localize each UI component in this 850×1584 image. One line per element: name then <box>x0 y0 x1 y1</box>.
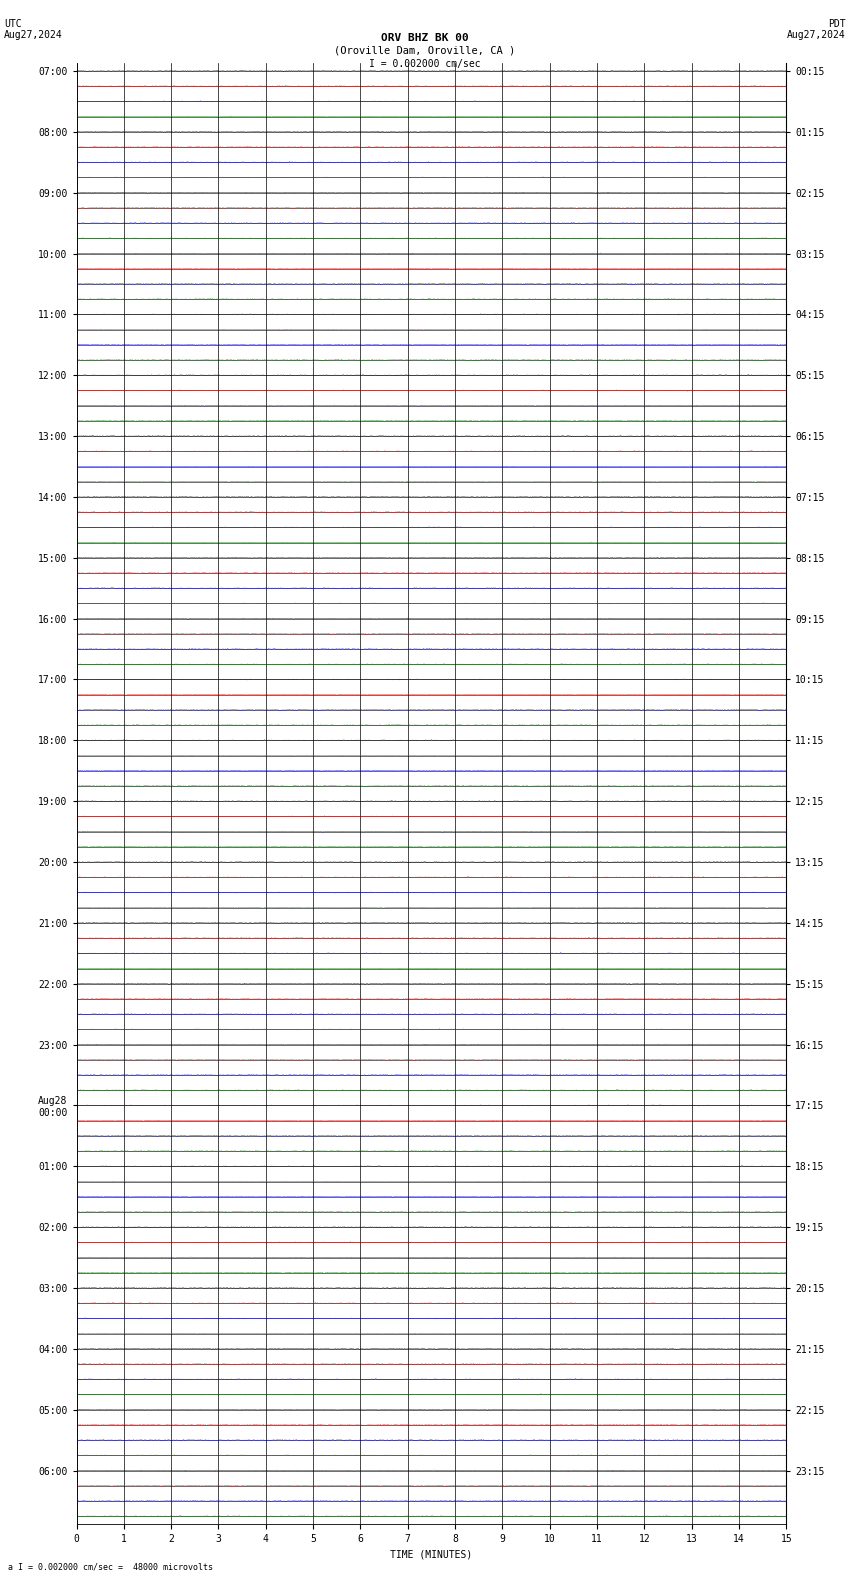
Text: Aug27,2024: Aug27,2024 <box>787 30 846 40</box>
Text: ORV BHZ BK 00: ORV BHZ BK 00 <box>381 33 469 43</box>
Text: a I = 0.002000 cm/sec =  48000 microvolts: a I = 0.002000 cm/sec = 48000 microvolts <box>8 1562 213 1571</box>
Text: Aug27,2024: Aug27,2024 <box>4 30 63 40</box>
Text: I = 0.002000 cm/sec: I = 0.002000 cm/sec <box>369 59 481 68</box>
Text: UTC: UTC <box>4 19 22 29</box>
X-axis label: TIME (MINUTES): TIME (MINUTES) <box>390 1549 473 1559</box>
Text: (Oroville Dam, Oroville, CA ): (Oroville Dam, Oroville, CA ) <box>334 46 516 55</box>
Text: PDT: PDT <box>828 19 846 29</box>
